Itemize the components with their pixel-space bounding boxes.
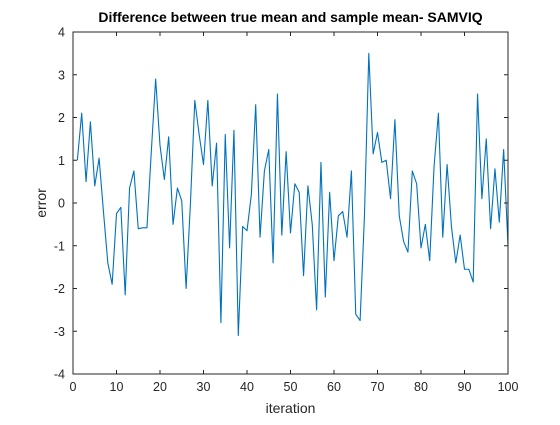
x-axis-label: iteration bbox=[266, 400, 316, 416]
x-tick-label: 70 bbox=[371, 380, 385, 394]
x-tick-label: 40 bbox=[240, 380, 254, 394]
x-tick-label: 90 bbox=[458, 380, 472, 394]
y-tick-label: 2 bbox=[58, 111, 65, 125]
plot-area bbox=[73, 32, 508, 374]
x-tick-label: 50 bbox=[284, 380, 298, 394]
x-tick-label: 0 bbox=[70, 380, 77, 394]
y-tick-label: 0 bbox=[58, 197, 65, 211]
y-tick-label: 4 bbox=[58, 26, 65, 40]
series-layer bbox=[76, 52, 509, 337]
x-tick-label: 60 bbox=[327, 380, 341, 394]
x-tick-label: 100 bbox=[498, 380, 519, 394]
x-tick-label: 20 bbox=[153, 380, 167, 394]
y-tick-label: -3 bbox=[54, 325, 65, 339]
y-tick-label: 1 bbox=[58, 154, 65, 168]
y-axis-label: error bbox=[33, 188, 49, 218]
x-tick-label: 30 bbox=[197, 380, 211, 394]
x-tick-label: 80 bbox=[414, 380, 428, 394]
y-tick-label: -2 bbox=[54, 282, 65, 296]
chart-title: Difference between true mean and sample … bbox=[98, 9, 482, 25]
y-tick-label: 3 bbox=[58, 68, 65, 82]
x-tick-label: 10 bbox=[110, 380, 124, 394]
y-tick-label: -4 bbox=[54, 368, 65, 382]
series-line-0 bbox=[76, 52, 509, 337]
y-tick-label: -1 bbox=[54, 239, 65, 253]
